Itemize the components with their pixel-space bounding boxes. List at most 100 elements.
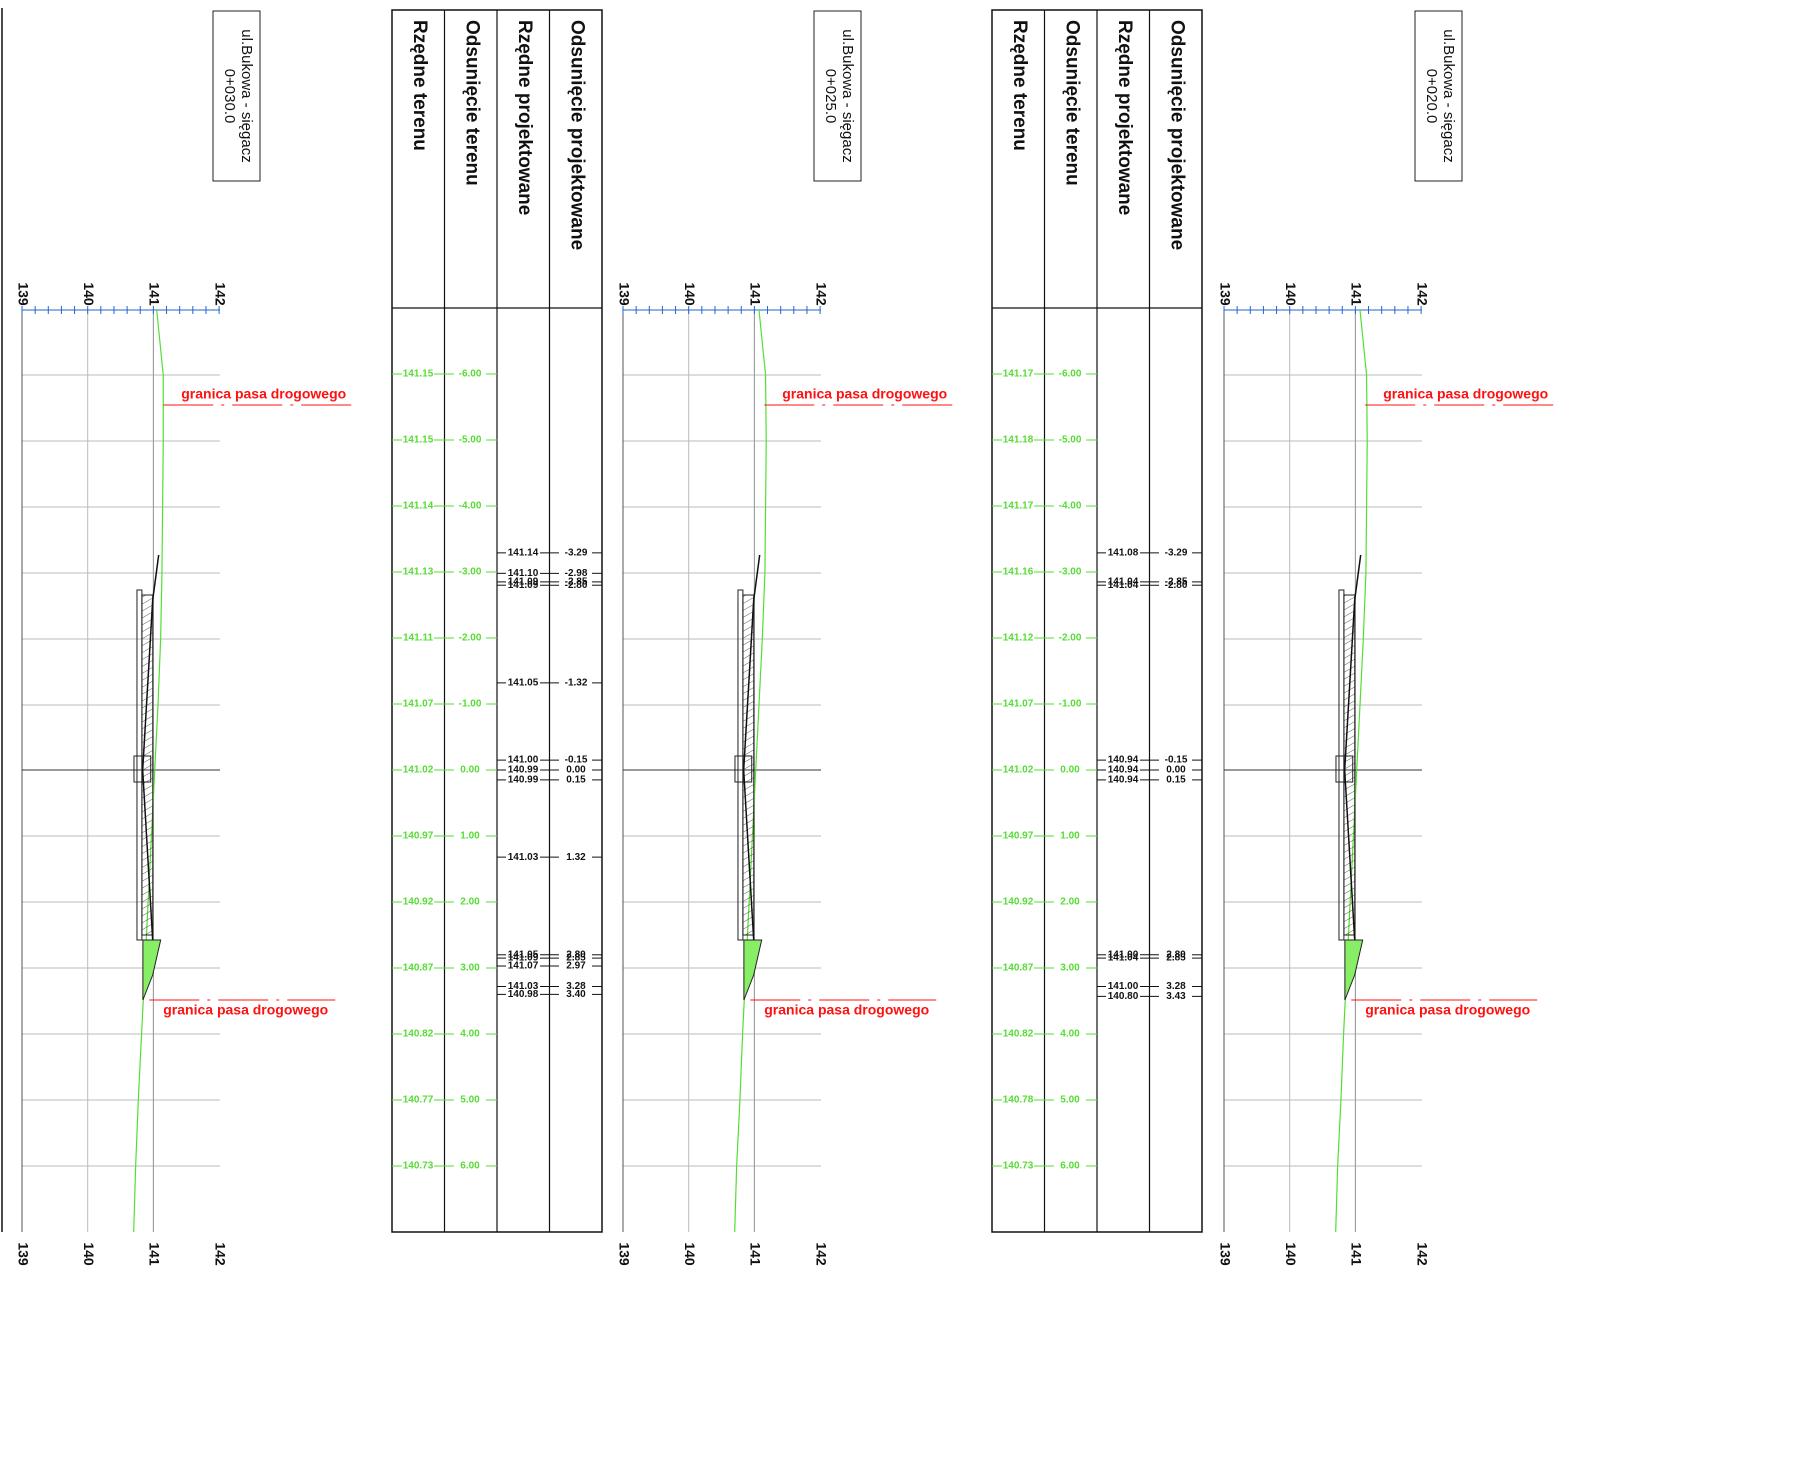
section-chainage: 0+025.0: [822, 69, 839, 124]
design-elevation: 141.09: [508, 577, 539, 588]
design-elevation: 140.94: [1108, 775, 1139, 786]
design-elevation: 141.07: [508, 961, 539, 972]
design-offset: 0.00: [566, 765, 586, 776]
table-header: Odsunięcie projektowane: [566, 20, 587, 250]
design-elevation: 141.09: [508, 953, 539, 964]
axis-tick-label: 139: [15, 1242, 31, 1266]
axis-tick-label: 141: [147, 282, 163, 306]
design-elevation: 141.05: [508, 678, 539, 689]
title-frame: [1414, 10, 1463, 182]
table-header: Odsunięcie terenu: [461, 20, 482, 186]
design-elevation: 140.94: [1108, 755, 1139, 766]
terrain-offset: -5.00: [459, 435, 482, 446]
pavement-hatch: [742, 594, 755, 936]
axis-tick-label: 140: [1283, 1242, 1299, 1266]
terrain-elevation: 141.15: [403, 435, 434, 446]
axis-tick-label: 139: [616, 1242, 632, 1266]
design-offset: 0.15: [1166, 775, 1186, 786]
table-0+025: Rzędne terenu Odsunięcie terenu Rzędne pro…: [991, 9, 1203, 1233]
design-offset: -3.29: [565, 548, 588, 559]
terrain-elevation: 141.16: [1003, 567, 1034, 578]
axis-tick-label: 141: [147, 1242, 163, 1266]
terrain-offset: 2.00: [460, 897, 480, 908]
terrain-offset: 0.00: [460, 765, 480, 776]
section-title: ul.Bukowa - sięgacz: [839, 29, 856, 162]
design-elevation: 140.99: [508, 775, 539, 786]
axis-tick-label: 142: [1414, 282, 1430, 306]
terrain-offset: 2.00: [1060, 897, 1080, 908]
terrain-offset: 1.00: [1060, 831, 1080, 842]
section-title: ul.Bukowa - sięgacz: [1440, 29, 1457, 162]
design-offset: 3.28: [1166, 981, 1186, 992]
title-frame: [212, 10, 261, 182]
terrain-elevation: 140.78: [1003, 1095, 1034, 1106]
design-elevation: 141.00: [508, 755, 539, 766]
terrain-offset: 3.00: [460, 963, 480, 974]
terrain-elevation: 141.17: [1003, 501, 1034, 512]
terrain-offset: -4.00: [1059, 501, 1082, 512]
design-line: [1343, 554, 1362, 941]
embankment-fill: [142, 939, 162, 1001]
terrain-offset: 4.00: [1060, 1029, 1080, 1040]
terrain-line: [734, 309, 767, 1233]
road-boundary-label: granica pasa drogowego: [764, 1002, 929, 1018]
road-boundary-label: granica pasa drogowego: [181, 386, 346, 402]
design-line: [742, 554, 761, 941]
axis-tick-label: 142: [212, 282, 228, 306]
pavement-layer: [737, 589, 744, 941]
design-offset: 0.00: [1166, 765, 1186, 776]
table-header: Rzędne projektowane: [514, 20, 535, 215]
embankment-fill: [743, 939, 763, 1001]
terrain-offset: -3.00: [1059, 567, 1082, 578]
pavement-hatch: [141, 594, 154, 936]
design-offset: 2.80: [1166, 949, 1186, 960]
terrain-offset: -3.00: [459, 567, 482, 578]
design-offset: 0.15: [566, 775, 586, 786]
profile-panel-1: 139 139 140 140 141 141 142 142 granica pasa dro…: [616, 10, 953, 1266]
terrain-elevation: 140.97: [403, 831, 434, 842]
design-elevation: 141.03: [508, 852, 539, 863]
terrain-elevation: 141.17: [1003, 369, 1034, 380]
axis-tick-label: 140: [81, 282, 97, 306]
design-elevation: 141.09: [508, 580, 539, 591]
terrain-offset: 0.00: [1060, 765, 1080, 776]
table-header: Rzędne projektowane: [1114, 20, 1135, 215]
design-elevation: 140.98: [508, 989, 539, 1000]
axis-tick-label: 141: [1349, 282, 1365, 306]
table-header: Rzędne terenu: [409, 20, 430, 151]
centre-block: [133, 755, 152, 783]
title-frame: [813, 10, 862, 182]
design-elevation: 141.05: [508, 949, 539, 960]
axis-tick-label: 140: [682, 282, 698, 306]
terrain-elevation: 141.07: [403, 699, 434, 710]
axis-tick-label: 139: [1217, 282, 1233, 306]
design-offset: 2.97: [566, 961, 586, 972]
terrain-offset: 6.00: [460, 1161, 480, 1172]
terrain-offset: -6.00: [1059, 369, 1082, 380]
design-elevation: 141.00: [1108, 949, 1139, 960]
centre-block: [734, 755, 753, 783]
embankment-fill: [1344, 939, 1364, 1001]
terrain-elevation: 141.02: [403, 765, 434, 776]
terrain-elevation: 140.82: [1003, 1029, 1034, 1040]
design-elevation: 141.04: [1108, 580, 1139, 591]
terrain-offset: 3.00: [1060, 963, 1080, 974]
centre-block: [1335, 755, 1354, 783]
design-elevation: 141.10: [508, 568, 539, 579]
axis-tick-label: 140: [1283, 282, 1299, 306]
pavement-hatch: [1343, 594, 1356, 936]
axis-tick-label: 141: [748, 282, 764, 306]
design-offset: 3.28: [566, 981, 586, 992]
terrain-elevation: 140.87: [1003, 963, 1034, 974]
design-offset: 3.43: [1166, 991, 1186, 1002]
table-header: Odsunięcie projektowane: [1166, 20, 1187, 250]
design-offset: -2.98: [565, 568, 588, 579]
design-elevation: 141.14: [508, 548, 539, 559]
road-boundary-label: granica pasa drogowego: [163, 1002, 328, 1018]
design-offset: -0.15: [1165, 755, 1188, 766]
table-header: Rzędne terenu: [1009, 20, 1030, 151]
table-0+030: Rzędne terenu Odsunięcie terenu Rzędne pro…: [391, 9, 603, 1233]
terrain-elevation: 141.14: [403, 501, 434, 512]
